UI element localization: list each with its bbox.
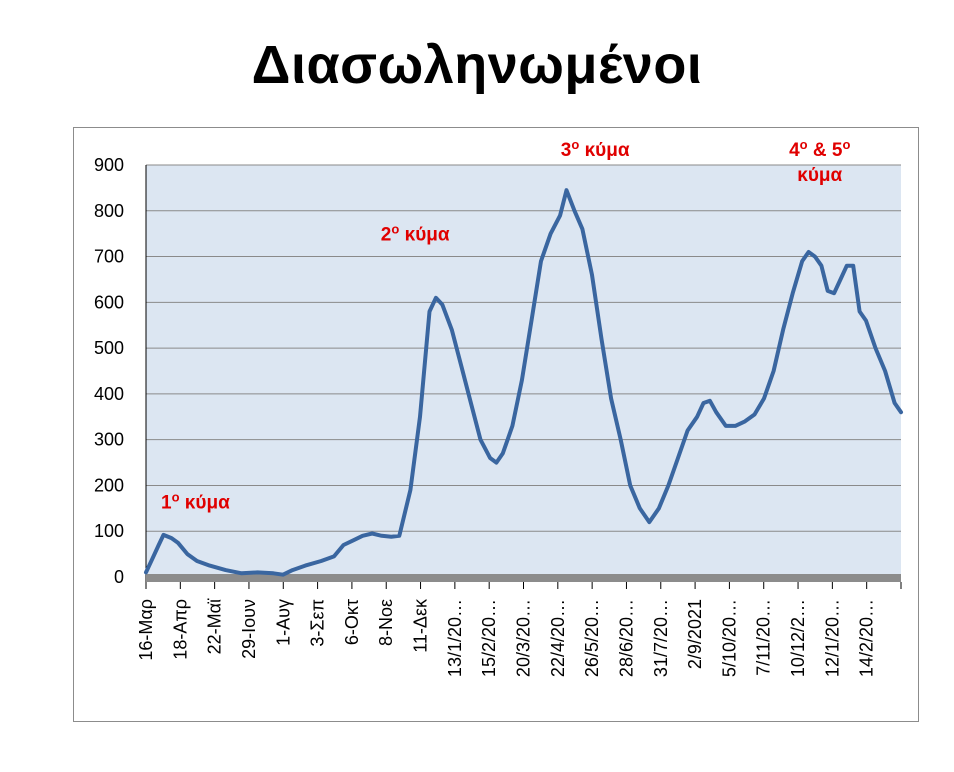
x-tick-label: 8-Νοε [376, 599, 396, 646]
x-tick-label: 26/5/20… [582, 599, 602, 677]
x-tick-label: 22/4/20… [548, 599, 568, 677]
wave-annotation: 4ο & 5ο [789, 136, 850, 161]
x-tick-label: 18-Απρ [170, 599, 190, 660]
x-tick-label: 10/12/2… [788, 599, 808, 677]
x-tick-label: 28/6/20… [616, 599, 636, 677]
wave-annotation: κύμα [797, 165, 842, 186]
x-tick-label: 13/1/20… [445, 599, 465, 677]
x-tick-label: 3-Σεπ [308, 599, 328, 647]
wave-annotation: 1ο κύμα [161, 489, 230, 514]
page-title: Διασωληνωμένοι [251, 35, 703, 95]
y-tick-label: 600 [94, 292, 124, 312]
y-tick-label: 0 [114, 567, 124, 587]
wave-annotation: 3ο κύμα [561, 136, 630, 161]
x-tick-label: 15/2/20… [479, 599, 499, 677]
x-tick-label: 6-Οκτ [342, 599, 362, 645]
x-tick-label: 14/2/20… [857, 599, 877, 677]
y-tick-label: 400 [94, 384, 124, 404]
y-tick-label: 800 [94, 201, 124, 221]
x-tick-label: 12/1/20… [822, 599, 842, 677]
x-tick-label: 7/11/20… [754, 599, 774, 676]
y-tick-label: 500 [94, 338, 124, 358]
x-tick-label: 29-Ιουν [239, 599, 259, 659]
y-tick-label: 200 [94, 475, 124, 495]
x-tick-label: 11-Δεκ [411, 598, 431, 653]
x-tick-label: 31/7/20… [651, 599, 671, 677]
x-tick-label: 5/10/20… [719, 599, 739, 677]
x-tick-label: 20/3/20… [514, 599, 534, 677]
x-tick-label: 16-Μαρ [136, 599, 156, 661]
y-tick-label: 100 [94, 521, 124, 541]
x-tick-label: 2/9/2021 [685, 599, 705, 669]
x-tick-label: 22-Μαϊ [205, 598, 225, 654]
x-axis-baseline [146, 574, 901, 582]
y-tick-label: 300 [94, 430, 124, 450]
x-tick-label: 1-Αυγ [273, 599, 293, 646]
series-line [144, 188, 903, 577]
wave-annotation: 2ο κύμα [381, 221, 450, 246]
y-tick-label: 900 [94, 155, 124, 175]
y-tick-label: 700 [94, 247, 124, 267]
